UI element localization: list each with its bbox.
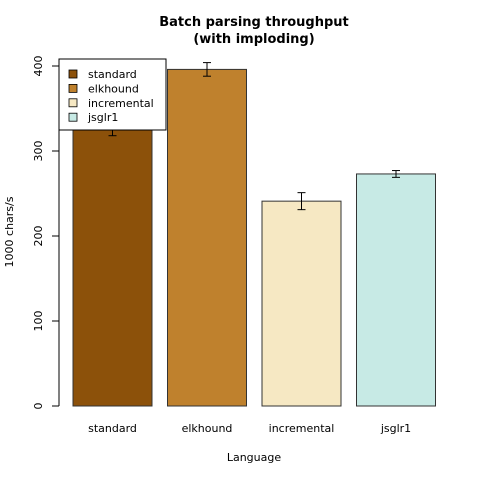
legend-label-jsglr1: jsglr1 (87, 111, 118, 124)
bar-incremental (261, 200, 342, 407)
y-tick-label: 200 (32, 226, 45, 247)
bar-elkhound (167, 68, 247, 407)
y-tick-label: 400 (32, 56, 45, 77)
chart-title-line-1: Batch parsing throughput (159, 15, 349, 30)
error-bar-jsglr1 (392, 170, 400, 178)
legend-label-standard: standard (88, 68, 137, 81)
x-tick-label-jsglr1: jsglr1 (380, 422, 411, 435)
y-axis: 0 100 200 300 400 (32, 56, 60, 410)
x-axis-labels: standard elkhound incremental jsglr1 (88, 422, 411, 435)
chart-title-line-2: (with imploding) (193, 32, 314, 47)
legend-swatch-elkhound (68, 84, 78, 93)
legend-label-elkhound: elkhound (88, 82, 139, 95)
error-bar-elkhound (203, 62, 211, 77)
y-tick-label: 0 (32, 403, 45, 410)
bar-jsglr1 (356, 173, 436, 407)
y-tick-label: 300 (32, 141, 45, 162)
legend-swatch-jsglr1 (68, 112, 78, 122)
x-tick-label-incremental: incremental (269, 422, 335, 435)
legend-swatch-incremental (68, 98, 78, 108)
legend-label-incremental: incremental (88, 97, 154, 110)
bars (72, 62, 436, 407)
x-tick-label-elkhound: elkhound (182, 422, 233, 435)
x-tick-label-standard: standard (88, 422, 137, 435)
bar-standard (72, 127, 153, 407)
x-axis-label: Language (227, 451, 282, 464)
legend-swatch-standard (68, 69, 78, 79)
y-tick-label: 100 (32, 311, 45, 332)
y-axis-label: 1000 chars/s (3, 196, 16, 267)
error-bar-incremental (297, 192, 306, 211)
